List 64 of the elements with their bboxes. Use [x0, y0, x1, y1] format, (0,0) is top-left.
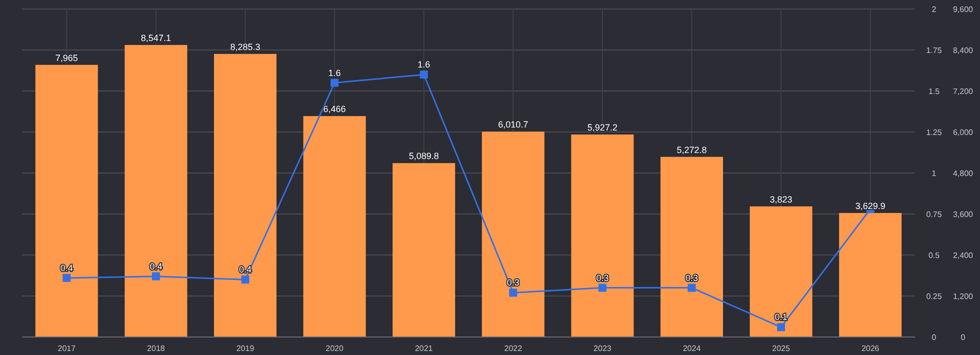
data-label: 5,927.2	[587, 122, 618, 132]
data-label: 5,272.8	[676, 144, 707, 155]
y2-tick-label: 0.75	[926, 210, 942, 219]
point	[509, 288, 518, 297]
bar	[392, 163, 456, 337]
data-label: 0.1	[774, 312, 788, 322]
data-label: 7,965	[55, 52, 78, 63]
y2-tick-label: 0.25	[926, 292, 942, 301]
y-tick-label: 6,000	[952, 128, 974, 137]
point	[598, 284, 606, 292]
data-label: 1.6	[418, 60, 430, 70]
x-tick-label: 2025	[772, 344, 790, 353]
y2-tick-label: 0	[932, 333, 937, 342]
bar	[214, 54, 277, 337]
data-label: 3,823	[770, 194, 792, 204]
bar	[660, 156, 724, 337]
data-label: 8,285.3	[230, 42, 260, 52]
point	[152, 272, 160, 280]
y-tick-label: 8,400	[952, 46, 974, 55]
y2-tick-label: 1	[932, 169, 937, 178]
y2-tick-label: 1.75	[926, 46, 942, 55]
y-tick-label: 7,200	[952, 87, 974, 96]
y2-tick-label: 1.5	[928, 87, 940, 96]
data-label: 0.4	[60, 262, 73, 273]
point	[688, 284, 696, 292]
data-label: 6,466	[323, 104, 346, 114]
bar	[303, 116, 366, 337]
bar	[571, 134, 634, 337]
y2-tick-label: 0.5	[928, 251, 940, 260]
bar	[35, 64, 98, 337]
x-tick-label: 2017	[58, 344, 76, 353]
point	[241, 276, 250, 284]
x-tick-label: 2019	[236, 344, 255, 353]
x-tick-label: 2023	[594, 344, 612, 353]
y-tick-label: 1,200	[952, 292, 974, 301]
data-label: 3,629.9	[855, 200, 886, 211]
y-tick-label: 9,600	[952, 5, 974, 14]
point	[62, 274, 71, 282]
x-tick-label: 2024	[682, 344, 702, 353]
bar	[839, 212, 902, 337]
data-label: 6,010.7	[498, 120, 528, 130]
data-label: 5,089.8	[408, 151, 439, 162]
point	[777, 323, 786, 332]
data-label: 0.4	[150, 261, 162, 272]
point	[330, 78, 339, 87]
bar	[482, 132, 544, 337]
bar	[124, 44, 188, 337]
y-tick-label: 2,400	[952, 251, 974, 260]
x-tick-label: 2026	[861, 344, 880, 353]
point	[420, 70, 428, 79]
x-tick-label: 2020	[326, 344, 344, 353]
data-label: 8,547.1	[140, 32, 171, 43]
x-tick-label: 2021	[414, 344, 434, 353]
data-label: 0.3	[596, 272, 609, 283]
y-tick-label: 3,600	[952, 210, 974, 219]
data-label: 0.3	[685, 272, 698, 283]
y-tick-label: 4,800	[952, 169, 974, 178]
x-tick-label: 2018	[147, 344, 166, 353]
bar	[750, 206, 812, 337]
x-tick-label: 2022	[504, 344, 523, 353]
y-tick-label: 0	[960, 333, 966, 342]
y2-tick-label: 1.25	[926, 128, 942, 137]
y2-tick-label: 2	[932, 5, 937, 14]
data-label: 1.6	[328, 68, 341, 78]
